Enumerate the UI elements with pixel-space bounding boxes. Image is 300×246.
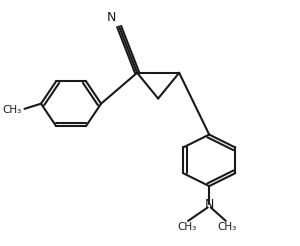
Text: N: N bbox=[107, 11, 116, 24]
Text: N: N bbox=[205, 198, 214, 211]
Text: CH₃: CH₃ bbox=[3, 105, 22, 115]
Text: CH₃: CH₃ bbox=[218, 222, 237, 232]
Text: CH₃: CH₃ bbox=[177, 222, 196, 232]
